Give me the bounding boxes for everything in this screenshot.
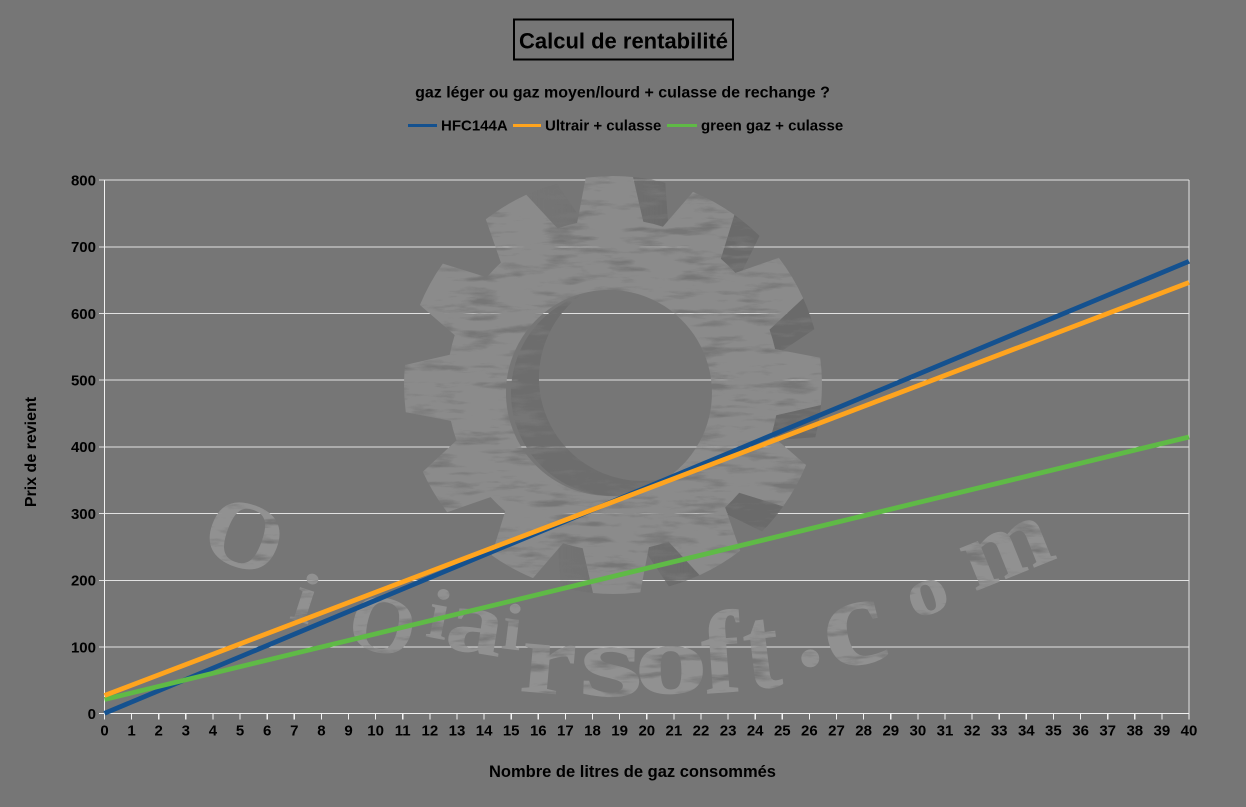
svg-text:Prix de revient: Prix de revient xyxy=(23,396,40,507)
svg-text:18: 18 xyxy=(584,723,601,740)
svg-text:13: 13 xyxy=(449,723,466,740)
svg-text:21: 21 xyxy=(666,723,683,740)
svg-text:100: 100 xyxy=(71,639,96,656)
svg-text:39: 39 xyxy=(1154,723,1171,740)
svg-text:33: 33 xyxy=(991,723,1008,740)
svg-text:32: 32 xyxy=(964,723,981,740)
svg-text:8: 8 xyxy=(317,723,325,740)
svg-text:16: 16 xyxy=(530,723,547,740)
svg-text:2: 2 xyxy=(155,723,163,740)
svg-text:15: 15 xyxy=(503,723,520,740)
svg-text:800: 800 xyxy=(71,172,96,189)
svg-text:31: 31 xyxy=(937,723,954,740)
svg-text:36: 36 xyxy=(1072,723,1089,740)
svg-text:green gaz + culasse: green gaz + culasse xyxy=(701,118,843,135)
svg-text:gaz léger ou gaz moyen/lourd +: gaz léger ou gaz moyen/lourd + culasse d… xyxy=(415,85,830,102)
svg-text:5: 5 xyxy=(236,723,244,740)
svg-text:40: 40 xyxy=(1181,723,1198,740)
svg-text:3: 3 xyxy=(182,723,190,740)
svg-text:700: 700 xyxy=(71,239,96,256)
svg-text:Nombre de litres de gaz consom: Nombre de litres de gaz consommés xyxy=(489,763,776,781)
svg-text:22: 22 xyxy=(693,723,710,740)
svg-text:7: 7 xyxy=(290,723,298,740)
svg-text:37: 37 xyxy=(1099,723,1116,740)
svg-text:24: 24 xyxy=(747,723,764,740)
svg-text:0: 0 xyxy=(88,706,96,723)
svg-text:500: 500 xyxy=(71,373,96,390)
svg-text:1: 1 xyxy=(127,723,135,740)
svg-text:34: 34 xyxy=(1018,723,1035,740)
svg-text:26: 26 xyxy=(801,723,818,740)
svg-text:s: s xyxy=(577,603,646,721)
svg-text:35: 35 xyxy=(1045,723,1062,740)
svg-text:30: 30 xyxy=(910,723,927,740)
svg-text:23: 23 xyxy=(720,723,737,740)
svg-text:25: 25 xyxy=(774,723,791,740)
svg-text:300: 300 xyxy=(71,506,96,523)
svg-text:HFC144A: HFC144A xyxy=(441,118,508,135)
svg-text:Calcul de rentabilité: Calcul de rentabilité xyxy=(519,29,728,54)
svg-text:17: 17 xyxy=(557,723,574,740)
svg-text:14: 14 xyxy=(476,723,493,740)
svg-text:12: 12 xyxy=(422,723,439,740)
svg-text:200: 200 xyxy=(71,573,96,590)
svg-text:19: 19 xyxy=(611,723,628,740)
svg-text:10: 10 xyxy=(367,723,384,740)
svg-text:600: 600 xyxy=(71,306,96,323)
svg-text:28: 28 xyxy=(855,723,872,740)
svg-text:400: 400 xyxy=(71,439,96,456)
svg-text:11: 11 xyxy=(395,723,411,740)
svg-text:20: 20 xyxy=(638,723,655,740)
svg-text:0: 0 xyxy=(100,723,108,740)
svg-text:9: 9 xyxy=(344,723,352,740)
svg-text:38: 38 xyxy=(1126,723,1143,740)
svg-text:r: r xyxy=(516,599,582,719)
svg-text:4: 4 xyxy=(209,723,218,740)
svg-text:6: 6 xyxy=(263,723,271,740)
svg-text:Ultrair + culasse: Ultrair + culasse xyxy=(545,118,661,135)
svg-text:27: 27 xyxy=(828,723,845,740)
svg-text:29: 29 xyxy=(882,723,899,740)
svg-text:o: o xyxy=(632,603,709,716)
